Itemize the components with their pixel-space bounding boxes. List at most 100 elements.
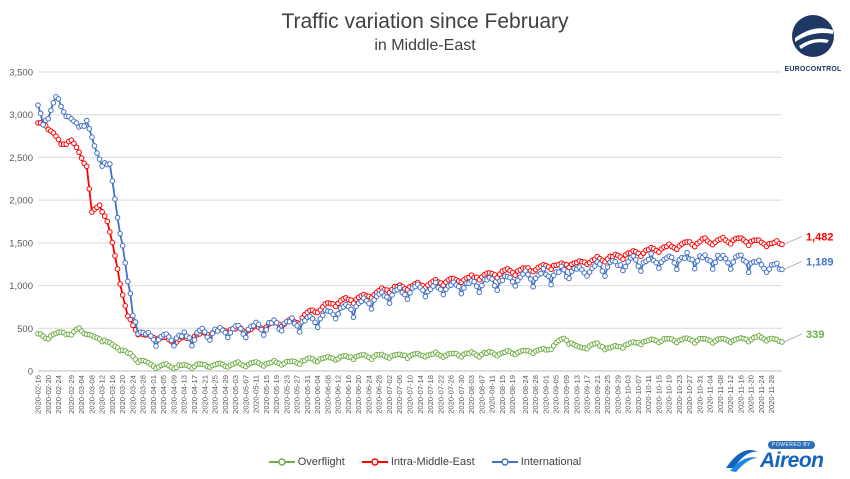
data-point (330, 311, 336, 318)
data-point (263, 327, 270, 333)
x-tick-label: 2020-11-20 (747, 375, 756, 413)
x-tick-label: 2020-05-19 (272, 375, 281, 414)
x-tick-label: 2020-04-17 (190, 375, 199, 414)
series-layer (35, 94, 785, 372)
data-point (725, 260, 731, 266)
data-point (684, 249, 690, 256)
end-label-leader (783, 236, 803, 245)
data-point (622, 263, 629, 270)
x-tick-label: 2020-07-10 (406, 375, 415, 414)
x-tick-label: 2020-08-28 (531, 375, 540, 414)
data-point (779, 241, 785, 248)
data-point (107, 229, 113, 235)
data-point (602, 273, 608, 279)
data-point (561, 266, 567, 273)
data-point (255, 321, 262, 328)
x-tick-label: 2020-07-18 (426, 375, 435, 414)
aireon-wordmark: Aireon (760, 449, 824, 472)
y-tick-label: 500 (17, 324, 33, 335)
data-point (591, 263, 598, 269)
data-point (189, 342, 195, 349)
legend-item-international: International (491, 456, 581, 468)
data-point (153, 343, 159, 349)
x-tick-label: 2020-04-13 (180, 375, 189, 414)
x-tick-label: 2020-04-21 (200, 375, 209, 414)
data-point (738, 252, 744, 258)
y-tick-label: 3,500 (9, 68, 33, 79)
legend-label-overflight: Overflight (297, 456, 345, 469)
x-tick-label: 2020-08-15 (498, 375, 507, 414)
data-point (122, 303, 129, 309)
data-point (55, 136, 62, 143)
data-point (402, 291, 408, 298)
x-tick-label: 2020-09-01 (541, 375, 550, 414)
data-point (227, 330, 234, 336)
data-point (109, 239, 116, 246)
y-tick-label: 3,000 (9, 110, 33, 121)
data-point (420, 287, 426, 293)
data-point (76, 149, 82, 156)
data-point (81, 123, 87, 129)
data-point (35, 102, 41, 108)
data-point (112, 253, 118, 259)
data-point (396, 284, 403, 291)
data-point (689, 256, 696, 263)
data-point (491, 282, 498, 289)
data-point (37, 110, 44, 117)
eurocontrol-logo-text: EUROCONTROL (784, 66, 842, 73)
data-point (96, 156, 103, 162)
x-tick-label: 2020-03-28 (139, 375, 148, 414)
x-tick-label: 2020-05-07 (241, 375, 250, 414)
aireon-logo-icon (726, 450, 758, 472)
x-tick-label: 2020-05-15 (262, 375, 271, 414)
data-point (191, 337, 198, 343)
data-point (509, 278, 516, 285)
legend-label-intra-middle-east: Intra-Middle-East (390, 456, 475, 469)
x-tick-label: 2020-07-02 (385, 375, 394, 414)
y-tick-label: 0 (28, 367, 33, 378)
data-point (635, 263, 642, 269)
data-point (512, 283, 518, 289)
x-tick-label: 2020-10-31 (695, 375, 704, 414)
series-international (35, 94, 785, 349)
x-tick-label: 2020-11-08 (716, 375, 725, 413)
data-point (761, 265, 767, 272)
x-tick-label: 2020-10-23 (675, 375, 684, 414)
x-tick-label: 2020-08-19 (508, 375, 517, 414)
data-point (548, 346, 554, 353)
data-point (612, 258, 619, 265)
data-point (107, 161, 113, 167)
eurocontrol-logo-icon (792, 15, 834, 57)
data-point (178, 333, 185, 340)
x-tick-label: 2020-02-24 (54, 375, 63, 414)
data-point (430, 283, 436, 289)
data-point (586, 269, 593, 275)
data-point (171, 343, 177, 349)
data-point (130, 312, 136, 319)
data-point (78, 155, 85, 161)
data-point (604, 264, 611, 270)
x-tick-label: 2020-03-16 (108, 375, 117, 414)
end-label-leader (783, 333, 803, 343)
x-tick-label: 2020-07-06 (395, 375, 404, 414)
data-point (45, 115, 52, 122)
x-tick-label: 2020-06-08 (323, 375, 332, 414)
data-point (86, 186, 93, 192)
data-point (114, 214, 121, 221)
data-point (368, 306, 375, 312)
data-point (273, 320, 280, 326)
data-point (458, 290, 465, 297)
x-tick-label: 2020-11-04 (706, 375, 715, 413)
data-point (384, 294, 390, 300)
data-point (181, 329, 188, 335)
data-point (350, 314, 357, 321)
x-tick-label: 2020-03-20 (118, 375, 127, 414)
x-tick-label: 2020-09-17 (583, 375, 592, 414)
data-point (407, 290, 413, 296)
data-point (50, 100, 57, 106)
data-point (681, 255, 688, 261)
x-tick-label: 2020-09-13 (572, 375, 581, 414)
x-tick-label: 2020-03-08 (87, 375, 96, 414)
x-tick-label: 2020-10-03 (624, 375, 633, 414)
x-tick-label: 2020-04-09 (169, 375, 178, 414)
